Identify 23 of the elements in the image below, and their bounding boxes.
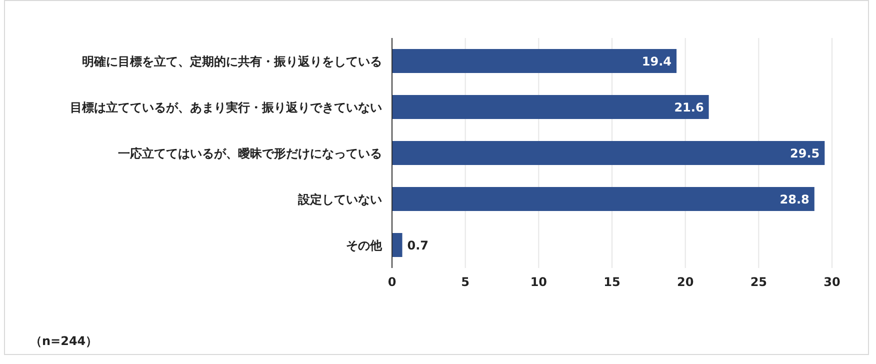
bar bbox=[392, 95, 709, 119]
y-tick-label: 明確に目標を立て、定期的に共有・振り返りをしている bbox=[82, 54, 382, 68]
bar bbox=[392, 141, 825, 165]
bar bbox=[392, 233, 402, 257]
y-tick-label: 設定していない bbox=[297, 192, 382, 206]
data-label: 29.5 bbox=[790, 146, 820, 160]
data-label: 19.4 bbox=[642, 54, 672, 68]
x-tick-label: 0 bbox=[388, 275, 396, 289]
x-tick-label: 20 bbox=[676, 275, 694, 289]
x-tick-label: 25 bbox=[750, 275, 768, 289]
x-tick-label: 30 bbox=[824, 275, 840, 289]
x-tick-label: 5 bbox=[461, 275, 470, 289]
data-label: 0.7 bbox=[407, 238, 429, 252]
y-tick-label: その他 bbox=[346, 238, 383, 252]
data-label: 28.8 bbox=[780, 192, 810, 206]
x-tick-label: 15 bbox=[604, 275, 620, 289]
data-label: 21.6 bbox=[674, 100, 704, 114]
text: （n=244） bbox=[30, 334, 98, 348]
y-tick-label: 一応立ててはいるが、曖昧で形だけになっている bbox=[118, 146, 382, 160]
bar bbox=[392, 187, 814, 211]
bar bbox=[392, 49, 677, 73]
y-tick-label: 目標は立てているが、あまり実行・振り返りできていない bbox=[70, 100, 382, 114]
x-tick-label: 10 bbox=[530, 275, 548, 289]
